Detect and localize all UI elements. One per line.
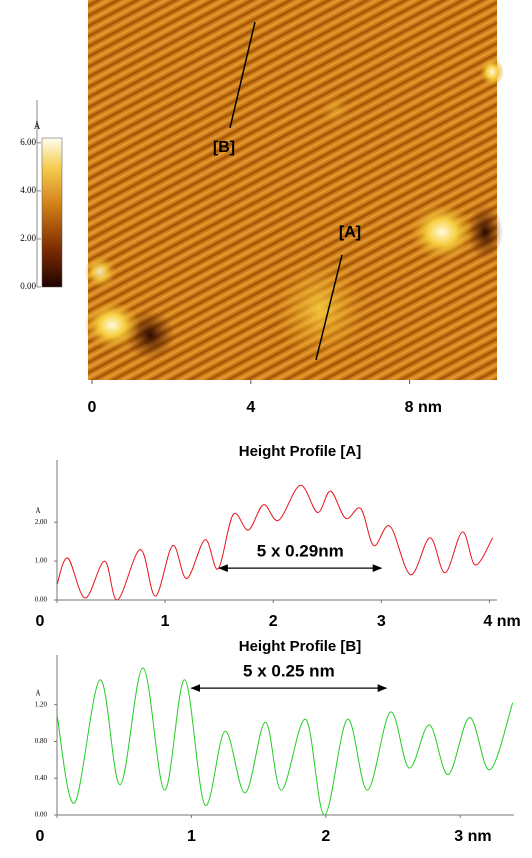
bright-region	[480, 58, 504, 86]
colorbar-tick-label: 6.00	[20, 137, 36, 147]
x-tick-label: 3	[377, 613, 386, 630]
bright-region	[320, 95, 350, 125]
y-axis-label: Å	[35, 689, 40, 697]
bright-region	[275, 260, 365, 360]
y-tick-label: 2.00	[35, 518, 48, 526]
bright-region	[84, 256, 116, 288]
x-tick-label: 0	[36, 828, 45, 845]
bright-region	[410, 204, 474, 260]
x-tick-label: 2	[321, 828, 330, 845]
x-tick-label: 8 nm	[405, 399, 442, 416]
x-tick-label: 0	[36, 613, 45, 630]
bright-region	[84, 301, 140, 349]
y-tick-label: 0.00	[35, 596, 48, 604]
dark-region	[467, 204, 503, 260]
annotation: 5 x 0.25 nm	[243, 662, 335, 681]
colorbar-tick-label: 2.00	[20, 233, 36, 243]
colorbar-tick-label: 4.00	[20, 185, 36, 195]
x-tick-label: 4 nm	[483, 613, 520, 630]
x-tick-label: 2	[269, 613, 278, 630]
profile-line	[315, 254, 343, 361]
annotation: [B]	[213, 139, 235, 156]
profile-curve	[56, 484, 494, 601]
colorbar-label: Å	[34, 121, 41, 131]
x-tick-label: 3 nm	[454, 828, 491, 845]
annotation: 5 x 0.29nm	[257, 542, 344, 561]
chart-title: Height Profile [A]	[239, 443, 362, 460]
y-tick-label: 0.80	[35, 737, 48, 745]
y-axis-label: Å	[35, 507, 40, 515]
profile-line	[229, 21, 256, 129]
x-tick-label: 1	[161, 613, 170, 630]
y-tick-label: 0.40	[35, 774, 48, 782]
x-tick-label: 0	[88, 399, 97, 416]
colorbar-tick-label: 0.00	[20, 281, 36, 291]
profile-curve	[56, 667, 514, 816]
stm-image: [B] [A]	[84, 0, 504, 380]
x-tick-label: 4	[246, 399, 255, 416]
colorbar	[41, 137, 63, 288]
x-tick-label: 1	[187, 828, 196, 845]
y-tick-label: 1.00	[35, 557, 48, 565]
y-tick-label: 0.00	[35, 811, 48, 819]
chart-title: Height Profile [B]	[239, 638, 362, 655]
y-tick-label: 1.20	[35, 700, 48, 708]
annotation: [A]	[339, 224, 361, 241]
